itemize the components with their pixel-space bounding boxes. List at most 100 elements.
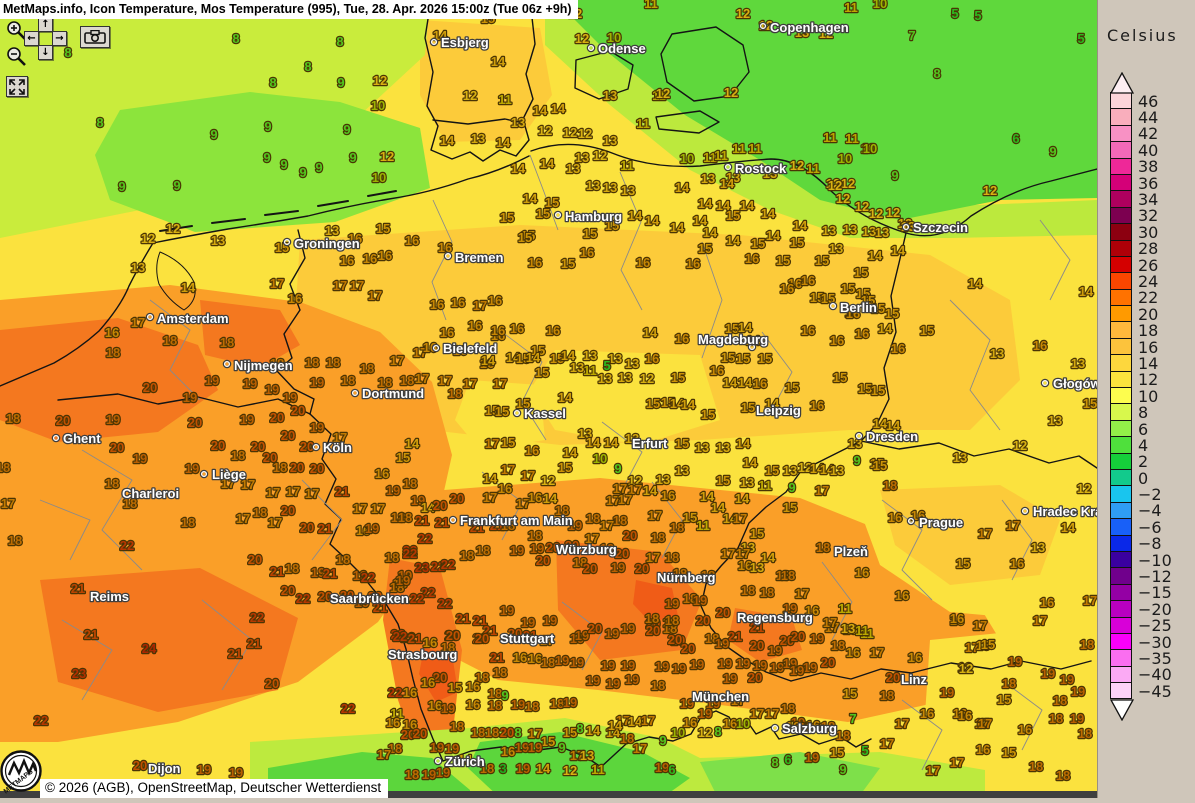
svg-text:17: 17 (413, 345, 427, 360)
svg-text:12: 12 (790, 158, 804, 173)
svg-text:19: 19 (605, 626, 619, 641)
svg-text:17: 17 (540, 633, 554, 648)
svg-text:16: 16 (423, 340, 437, 355)
svg-text:13: 13 (822, 223, 836, 238)
svg-text:18: 18 (665, 550, 679, 565)
svg-text:12: 12 (828, 178, 842, 193)
svg-text:17: 17 (415, 371, 429, 386)
svg-text:19: 19 (510, 543, 524, 558)
svg-text:15: 15 (885, 306, 899, 321)
svg-text:9: 9 (349, 150, 356, 165)
svg-text:18: 18 (541, 655, 555, 670)
svg-text:20: 20 (401, 727, 415, 742)
pan-down-button[interactable]: ↓ (38, 45, 53, 60)
svg-text:16: 16 (686, 256, 700, 271)
svg-text:18: 18 (385, 550, 399, 565)
svg-text:19: 19 (283, 390, 297, 405)
scale-stop: 42 (1110, 124, 1172, 143)
svg-text:10: 10 (607, 30, 621, 45)
svg-text:14: 14 (703, 225, 718, 240)
svg-text:13: 13 (875, 225, 889, 240)
svg-text:13: 13 (830, 463, 844, 478)
svg-text:15: 15 (920, 323, 934, 338)
svg-text:15: 15 (1083, 396, 1097, 411)
svg-text:16: 16 (738, 558, 752, 573)
svg-text:17: 17 (1033, 613, 1047, 628)
svg-text:14: 14 (793, 218, 808, 233)
svg-text:19: 19 (625, 672, 639, 687)
metmaps-logo[interactable]: METMAPS (0, 744, 46, 798)
svg-text:20: 20 (536, 553, 550, 568)
svg-text:18: 18 (253, 505, 267, 520)
svg-text:21: 21 (483, 623, 497, 638)
svg-text:23: 23 (415, 560, 429, 575)
svg-text:18: 18 (550, 696, 564, 711)
svg-text:20: 20 (368, 589, 382, 604)
svg-text:Nijmegen: Nijmegen (234, 358, 293, 373)
svg-text:Salzburg: Salzburg (782, 721, 837, 736)
svg-text:18: 18 (285, 561, 299, 576)
svg-text:18: 18 (776, 568, 790, 583)
weather-map[interactable]: 8888891210899999999991210151414121210111… (0, 0, 1097, 798)
svg-text:18: 18 (1080, 637, 1094, 652)
snapshot-button[interactable] (80, 26, 110, 48)
svg-text:13: 13 (675, 463, 689, 478)
pan-up-button[interactable]: ↑ (38, 17, 53, 32)
scale-stop: 16 (1110, 338, 1172, 357)
svg-text:Esbjerg: Esbjerg (441, 35, 489, 50)
svg-text:13: 13 (583, 348, 597, 363)
svg-text:14: 14 (526, 350, 541, 365)
scale-stop: 22 (1110, 288, 1172, 307)
svg-text:18: 18 (6, 411, 20, 426)
svg-text:13: 13 (841, 621, 855, 636)
svg-text:10: 10 (863, 141, 877, 156)
svg-text:18: 18 (781, 568, 795, 583)
svg-text:17: 17 (268, 515, 282, 530)
svg-text:19: 19 (500, 603, 514, 618)
svg-text:13: 13 (618, 370, 632, 385)
fullscreen-button[interactable] (6, 76, 28, 97)
svg-text:16: 16 (683, 715, 697, 730)
svg-text:17: 17 (978, 526, 992, 541)
svg-text:12: 12 (841, 176, 855, 191)
svg-text:16: 16 (440, 325, 454, 340)
svg-text:16: 16 (428, 698, 442, 713)
svg-text:17: 17 (333, 430, 347, 445)
svg-text:15: 15 (765, 463, 779, 478)
svg-text:19: 19 (528, 740, 542, 755)
country-borders (0, 0, 1097, 768)
svg-text:21: 21 (373, 600, 387, 615)
temperature-fill-regions (0, 0, 1097, 798)
pan-right-button[interactable]: → (52, 31, 67, 46)
svg-text:19: 19 (441, 701, 455, 716)
svg-text:17: 17 (286, 484, 300, 499)
svg-text:19: 19 (555, 653, 569, 668)
svg-text:18: 18 (883, 478, 897, 493)
svg-text:13: 13 (570, 360, 584, 375)
svg-text:15: 15 (725, 321, 739, 336)
svg-text:16: 16 (340, 253, 354, 268)
svg-text:14: 14 (761, 206, 776, 221)
svg-text:12: 12 (736, 6, 750, 21)
svg-text:17: 17 (485, 436, 499, 451)
svg-text:22: 22 (421, 585, 435, 600)
svg-text:18: 18 (488, 698, 502, 713)
svg-text:16: 16 (645, 351, 659, 366)
legend-arrow-bottom (1110, 699, 1134, 721)
svg-text:19: 19 (311, 565, 325, 580)
svg-text:15: 15 (758, 351, 772, 366)
svg-text:17: 17 (600, 518, 614, 533)
zoom-in-icon[interactable] (6, 20, 28, 47)
svg-text:22: 22 (34, 713, 48, 728)
svg-text:14: 14 (711, 500, 726, 515)
svg-text:8: 8 (304, 59, 311, 74)
svg-text:8: 8 (514, 725, 521, 740)
svg-text:6: 6 (668, 762, 675, 777)
svg-text:19: 19 (600, 541, 614, 556)
svg-text:13: 13 (990, 346, 1004, 361)
pan-left-button[interactable]: ← (24, 31, 39, 46)
svg-text:14: 14 (743, 455, 758, 470)
svg-text:17: 17 (493, 376, 507, 391)
svg-text:16: 16 (1040, 595, 1054, 610)
zoom-out-icon[interactable] (6, 46, 28, 73)
